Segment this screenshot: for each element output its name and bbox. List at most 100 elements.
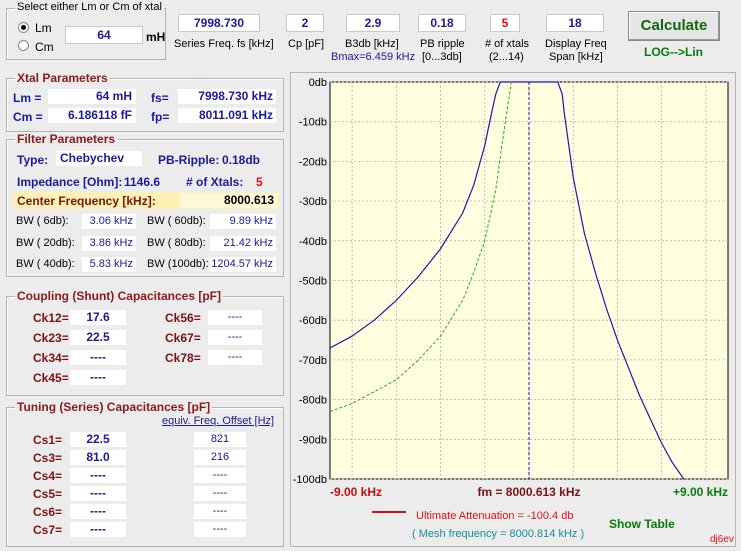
- fs-label: fs=: [151, 91, 169, 105]
- pb-ripple-input[interactable]: 0.18: [418, 14, 466, 32]
- bw-value: 3.86 kHz: [82, 236, 136, 251]
- x-center-label: fm = 8000.613 kHz: [477, 485, 580, 499]
- y-tick-label: -40db: [299, 236, 327, 248]
- lm-value: 64 mH: [48, 89, 136, 104]
- coupling-cap-label: Ck78=: [165, 351, 201, 365]
- response-curve: [329, 81, 685, 480]
- lm-cm-input[interactable]: 64: [65, 26, 143, 44]
- response-chart: 0db -10db -20db -30db -40db -50db -60db -70db -8…: [293, 77, 729, 499]
- bw-value: 3.06 kHz: [82, 214, 136, 229]
- fp-value: 8011.091 kHz: [178, 108, 276, 123]
- tuning-cap-label: Cs5=: [33, 487, 63, 501]
- selector-title: Select either Lm or Cm of xtal: [15, 1, 164, 13]
- xtal-params-title: Xtal Parameters: [15, 71, 110, 85]
- tuning-cap-value: ----: [70, 504, 126, 519]
- mesh-text: ( Mesh frequency = 8000.814 kHz ): [412, 528, 585, 540]
- center-freq-value: 8000.613: [180, 193, 277, 208]
- coupling-cap-value: ----: [208, 350, 262, 365]
- bw-label: BW ( 40db):: [16, 258, 75, 270]
- lm-label: Lm =: [13, 91, 42, 105]
- tuning-offset-value: 216: [194, 450, 246, 465]
- y-tick-label: -30db: [299, 196, 327, 208]
- coupling-cap-value: 17.6: [70, 310, 126, 325]
- chart-panel: [290, 72, 736, 547]
- bw-label: BW (100db):: [147, 258, 209, 270]
- center-freq-label: Center Frequency [kHz]:: [17, 194, 156, 208]
- b3db-label: B3db [kHz]: [345, 38, 399, 50]
- pb-ripple-label: PB ripple: [420, 38, 465, 50]
- type-label: Type:: [17, 153, 49, 167]
- cm-label: Cm =: [13, 110, 43, 124]
- filter-params-title: Filter Parameters: [15, 132, 118, 146]
- ripple-value: 0.18db: [222, 153, 261, 167]
- coupling-cap-label: Ck23=: [33, 331, 69, 345]
- fs-value: 7998.730 kHz: [178, 89, 276, 104]
- tuning-cap-label: Cs7=: [33, 523, 63, 537]
- tuning-offset-value: 821: [194, 432, 246, 447]
- bw-label: BW ( 60db):: [147, 215, 206, 227]
- bmax-label: Bmax=6.459 kHz: [331, 51, 416, 63]
- calculate-button[interactable]: Calculate: [628, 11, 720, 41]
- y-tick-label: -70db: [299, 355, 327, 367]
- series-freq-label: Series Freq. fs [kHz]: [174, 38, 274, 50]
- cm-radio-label: Cm: [35, 40, 54, 54]
- pb-ripple-range: [0...3db]: [422, 51, 462, 63]
- coupling-cap-value: ----: [70, 350, 126, 365]
- tuning-offset-value: ----: [194, 522, 246, 537]
- fp-label: fp=: [151, 110, 170, 124]
- lm-radio-label: Lm: [35, 21, 52, 35]
- y-tick-label: -100db: [293, 474, 327, 486]
- y-tick-label: 0db: [309, 77, 327, 89]
- ripple-label: PB-Ripple:: [158, 153, 220, 167]
- num-xtals-value: 5: [256, 175, 263, 189]
- tuning-cap-label: Cs3=: [33, 451, 63, 465]
- tuning-cap-label: Cs4=: [33, 469, 63, 483]
- tuning-title: Tuning (Series) Capacitances [pF]: [15, 400, 213, 414]
- bw-value: 1204.57 kHz: [210, 257, 276, 272]
- y-tick-label: -90db: [299, 434, 327, 446]
- log-lin-toggle[interactable]: LOG-->Lin: [644, 45, 703, 59]
- cm-radio[interactable]: [18, 40, 29, 51]
- xtals-label: # of xtals: [485, 38, 530, 50]
- selector-group: Select either Lm or Cm of xtal: [6, 1, 166, 60]
- b3db-input[interactable]: 2.9: [346, 14, 400, 32]
- xtals-range: (2...14): [489, 51, 524, 63]
- coupling-cap-label: Ck12=: [33, 311, 69, 325]
- y-tick-label: -60db: [299, 315, 327, 327]
- tuning-cap-value: ----: [70, 522, 126, 537]
- show-table-link[interactable]: Show Table: [609, 517, 675, 531]
- lm-radio[interactable]: [18, 22, 29, 33]
- freq-offset-link[interactable]: equiv. Freq. Offset [Hz]: [162, 415, 275, 427]
- attenuation-legend-line: [372, 511, 406, 513]
- coupling-cap-value: ----: [208, 330, 262, 345]
- bw-value: 9.89 kHz: [210, 214, 276, 229]
- attenuation-text: Ultimate Attenuation = -100.4 db: [416, 510, 574, 522]
- coupling-cap-value: ----: [70, 370, 126, 385]
- span-unit-label: Span [kHz]: [549, 51, 603, 63]
- tuning-group: Tuning (Series) Capacitances [pF]: [6, 400, 284, 547]
- tuning-offset-value: ----: [194, 504, 246, 519]
- cp-input[interactable]: 2: [286, 14, 324, 32]
- tuning-cap-value: 22.5: [70, 432, 126, 447]
- xtal-params-group: Xtal Parameters: [6, 71, 284, 132]
- coupling-cap-label: Ck34=: [33, 351, 69, 365]
- y-tick-label: -10db: [299, 117, 327, 129]
- bw-label: BW ( 6db):: [16, 215, 69, 227]
- type-value: Chebychev: [56, 151, 142, 166]
- x-left-label: -9.00 kHz: [330, 485, 382, 499]
- y-tick-label: -50db: [299, 276, 327, 288]
- tuning-offset-value: ----: [194, 486, 246, 501]
- tuning-cap-label: Cs6=: [33, 505, 63, 519]
- xtals-input[interactable]: 5: [490, 14, 520, 32]
- series-freq-input[interactable]: 7998.730: [178, 14, 260, 32]
- coupling-group: Coupling (Shunt) Capacitances [pF]: [6, 289, 284, 396]
- coupling-cap-value: ----: [208, 310, 262, 325]
- y-tick-label: -20db: [299, 156, 327, 168]
- impedance-label: Impedance [Ohm]:: [17, 175, 123, 189]
- coupling-cap-value: 22.5: [70, 330, 126, 345]
- span-label: Display Freq: [545, 38, 607, 50]
- span-input[interactable]: 18: [546, 14, 604, 32]
- cp-label: Cp [pF]: [288, 38, 325, 50]
- tuning-cap-value: ----: [70, 468, 126, 483]
- x-right-label: +9.00 kHz: [673, 485, 728, 499]
